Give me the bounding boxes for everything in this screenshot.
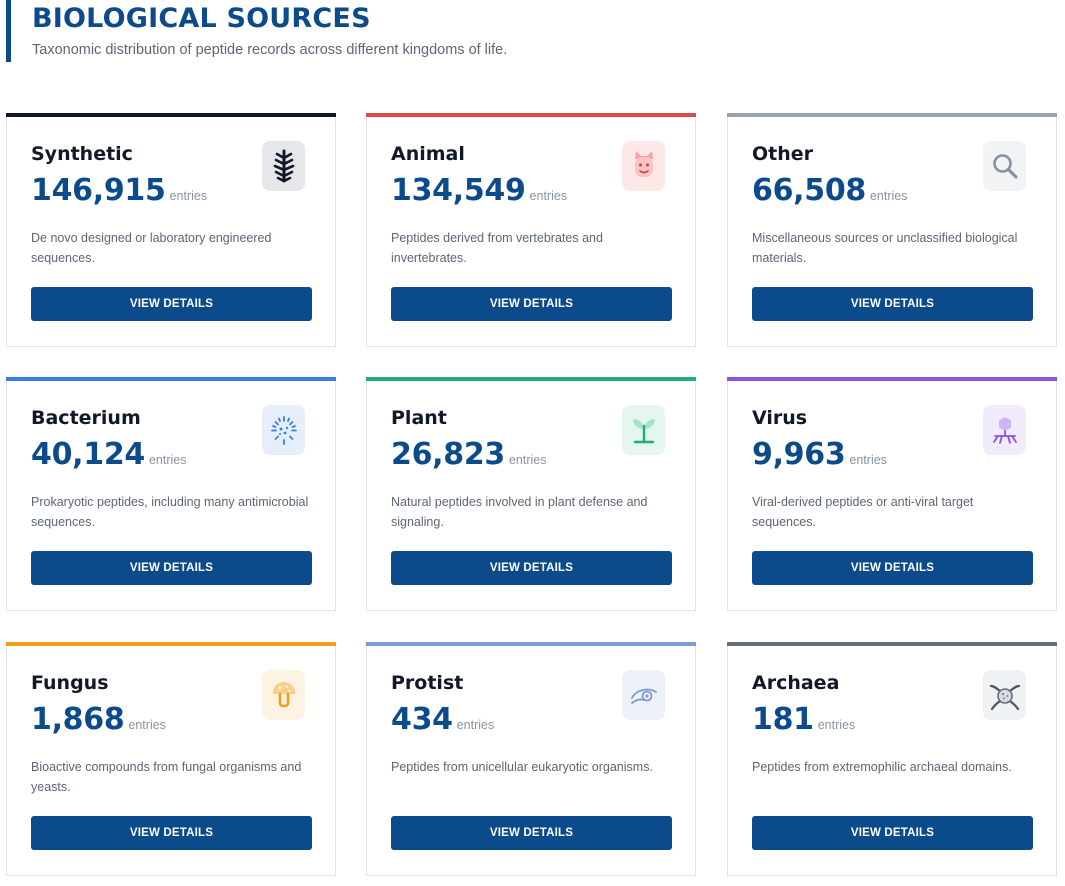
card-count-row: 146,915 entries xyxy=(31,173,207,208)
magnifier-icon xyxy=(983,141,1026,191)
archaea-icon xyxy=(983,670,1026,720)
source-card-animal: Animal 134,549 entries Peptides derived f… xyxy=(366,113,696,347)
card-description: Bioactive compounds from fungal organism… xyxy=(31,760,302,794)
page-title: BIOLOGICAL SOURCES xyxy=(32,3,371,34)
card-accent-bar xyxy=(6,377,336,381)
source-card-protist: Protist 434 entries Peptides from unicell… xyxy=(366,642,696,876)
card-count: 66,508 xyxy=(752,173,866,208)
card-description: Natural peptides involved in plant defen… xyxy=(391,495,648,529)
source-card-synthetic: Synthetic 146,915 entries De novo designe… xyxy=(6,113,336,347)
card-count-row: 9,963 entries xyxy=(752,437,887,472)
card-count-unit: entries xyxy=(128,718,166,732)
card-count-unit: entries xyxy=(849,453,887,467)
card-count: 40,124 xyxy=(31,437,145,472)
card-count-unit: entries xyxy=(456,718,495,732)
protist-icon xyxy=(622,670,665,720)
card-count-row: 434 entries xyxy=(391,702,494,737)
card-count-unit: entries xyxy=(169,189,208,203)
source-card-plant: Plant 26,823 entries Natural peptides inv… xyxy=(366,377,696,611)
mushroom-icon xyxy=(262,670,305,720)
card-count: 181 xyxy=(752,702,814,737)
card-title: Protist xyxy=(391,672,464,694)
card-count: 26,823 xyxy=(391,437,505,472)
source-card-bacterium: Bacterium 40,124 entries Prokaryotic pept… xyxy=(6,377,336,611)
card-accent-bar xyxy=(6,113,336,117)
view-details-button[interactable]: VIEW DETAILS xyxy=(31,287,312,321)
card-count: 1,868 xyxy=(31,702,125,737)
card-description: Prokaryotic peptides, including many ant… xyxy=(31,495,309,529)
card-accent-bar xyxy=(727,642,1057,646)
view-details-button[interactable]: VIEW DETAILS xyxy=(391,287,672,321)
card-count-row: 26,823 entries xyxy=(391,437,547,472)
card-count-row: 134,549 entries xyxy=(391,173,567,208)
card-description: Peptides from unicellular eukaryotic org… xyxy=(391,760,653,774)
card-accent-bar xyxy=(727,377,1057,381)
card-title: Synthetic xyxy=(31,143,133,165)
card-count: 146,915 xyxy=(31,173,166,208)
animal-face-icon xyxy=(622,141,665,191)
view-details-button[interactable]: VIEW DETAILS xyxy=(31,816,312,850)
card-accent-bar xyxy=(366,377,696,381)
card-count-row: 66,508 entries xyxy=(752,173,908,208)
card-count-row: 40,124 entries xyxy=(31,437,187,472)
view-details-button[interactable]: VIEW DETAILS xyxy=(752,287,1033,321)
virus-icon xyxy=(983,405,1026,455)
card-count: 9,963 xyxy=(752,437,846,472)
card-count-unit: entries xyxy=(529,189,568,203)
card-count-unit: entries xyxy=(508,453,547,467)
view-details-button[interactable]: VIEW DETAILS xyxy=(752,551,1033,585)
card-description: Miscellaneous sources or unclassified bi… xyxy=(752,231,1018,265)
card-description: Peptides derived from vertebrates and in… xyxy=(391,231,603,265)
source-card-archaea: Archaea 181 entries Peptides from extremo… xyxy=(727,642,1057,876)
card-accent-bar xyxy=(727,113,1057,117)
view-details-button[interactable]: VIEW DETAILS xyxy=(31,551,312,585)
card-count-row: 1,868 entries xyxy=(31,702,166,737)
view-details-button[interactable]: VIEW DETAILS xyxy=(391,551,672,585)
synthetic-icon xyxy=(262,141,305,191)
card-title: Archaea xyxy=(752,672,840,694)
card-title: Fungus xyxy=(31,672,109,694)
card-count-unit: entries xyxy=(869,189,908,203)
view-details-button[interactable]: VIEW DETAILS xyxy=(752,816,1033,850)
card-title: Bacterium xyxy=(31,407,141,429)
card-accent-bar xyxy=(366,642,696,646)
card-count-unit: entries xyxy=(148,453,187,467)
card-accent-bar xyxy=(366,113,696,117)
card-title: Animal xyxy=(391,143,465,165)
plant-sprout-icon xyxy=(622,405,665,455)
card-title: Other xyxy=(752,143,814,165)
source-card-other: Other 66,508 entries Miscellaneous source… xyxy=(727,113,1057,347)
card-title: Plant xyxy=(391,407,447,429)
source-card-virus: Virus 9,963 entries Viral-derived peptide… xyxy=(727,377,1057,611)
source-card-fungus: Fungus 1,868 entries Bioactive compounds … xyxy=(6,642,336,876)
card-title: Virus xyxy=(752,407,808,429)
card-description: Peptides from extremophilic archaeal dom… xyxy=(752,760,1012,774)
view-details-button[interactable]: VIEW DETAILS xyxy=(391,816,672,850)
card-count: 134,549 xyxy=(391,173,526,208)
card-count-unit: entries xyxy=(817,718,856,732)
card-count-row: 181 entries xyxy=(752,702,855,737)
bacterium-icon xyxy=(262,405,305,455)
page-subtitle: Taxonomic distribution of peptide record… xyxy=(32,42,508,58)
page-header: BIOLOGICAL SOURCES Taxonomic distributio… xyxy=(6,0,507,62)
card-count: 434 xyxy=(391,702,453,737)
card-description: Viral-derived peptides or anti-viral tar… xyxy=(752,495,974,529)
card-accent-bar xyxy=(6,642,336,646)
card-description: De novo designed or laboratory engineere… xyxy=(31,231,272,265)
